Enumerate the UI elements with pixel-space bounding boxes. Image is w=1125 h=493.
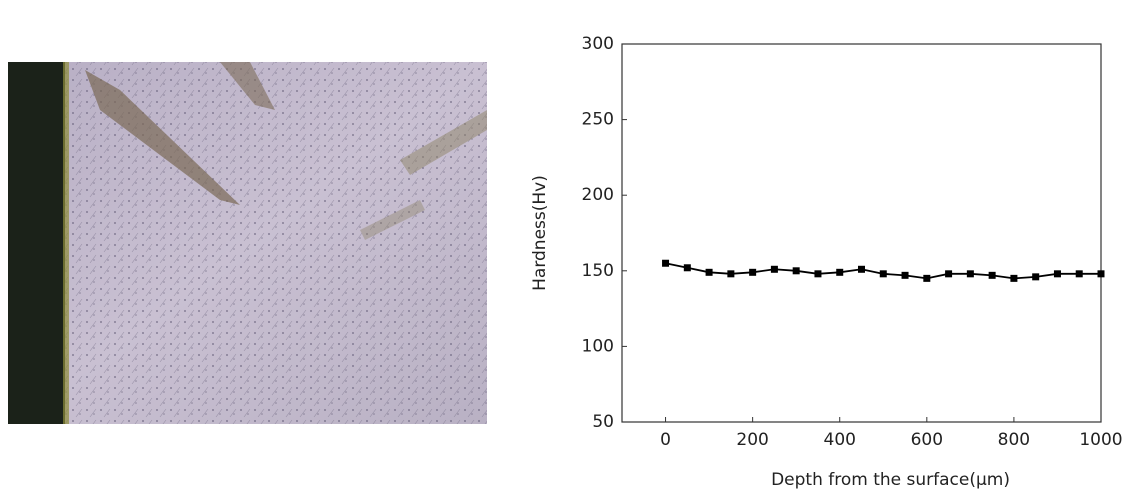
data-point xyxy=(705,268,713,276)
data-point xyxy=(966,270,974,278)
data-point xyxy=(792,267,800,275)
data-point xyxy=(770,265,778,273)
x-tick-label: 0 xyxy=(660,430,671,450)
data-point xyxy=(901,271,909,279)
data-point xyxy=(1010,274,1018,282)
x-axis-label: Depth from the surface(μm) xyxy=(771,470,1010,489)
data-point xyxy=(1097,270,1105,278)
x-tick-label: 800 xyxy=(998,430,1030,450)
data-point xyxy=(1075,270,1083,278)
data-point xyxy=(923,274,931,282)
data-point xyxy=(945,270,953,278)
line-chart: Depth from the surface(μm) Hardness(Hv) xyxy=(530,43,1102,490)
data-point xyxy=(814,270,822,278)
data-point xyxy=(1053,270,1061,278)
data-point xyxy=(1032,273,1040,281)
y-tick-label: 150 xyxy=(582,261,614,281)
y-tick-label: 100 xyxy=(582,336,614,356)
data-point xyxy=(879,270,887,278)
x-tick-label: 1000 xyxy=(1079,430,1122,450)
y-tick-label: 50 xyxy=(592,412,614,432)
y-tick-label: 200 xyxy=(582,185,614,205)
data-point xyxy=(749,268,757,276)
x-tick-label: 400 xyxy=(824,430,856,450)
data-point xyxy=(988,271,996,279)
x-tick-label: 200 xyxy=(736,430,768,450)
y-axis-label: Hardness(Hv) xyxy=(530,175,550,291)
y-tick-label: 250 xyxy=(582,110,614,130)
data-point xyxy=(683,264,691,272)
data-point xyxy=(836,268,844,276)
plot-frame xyxy=(621,43,1102,423)
data-point xyxy=(727,270,735,278)
y-tick-label: 300 xyxy=(582,34,614,54)
data-point xyxy=(662,259,670,267)
x-tick-label: 600 xyxy=(911,430,943,450)
data-point xyxy=(858,265,865,273)
micrograph xyxy=(8,62,487,424)
